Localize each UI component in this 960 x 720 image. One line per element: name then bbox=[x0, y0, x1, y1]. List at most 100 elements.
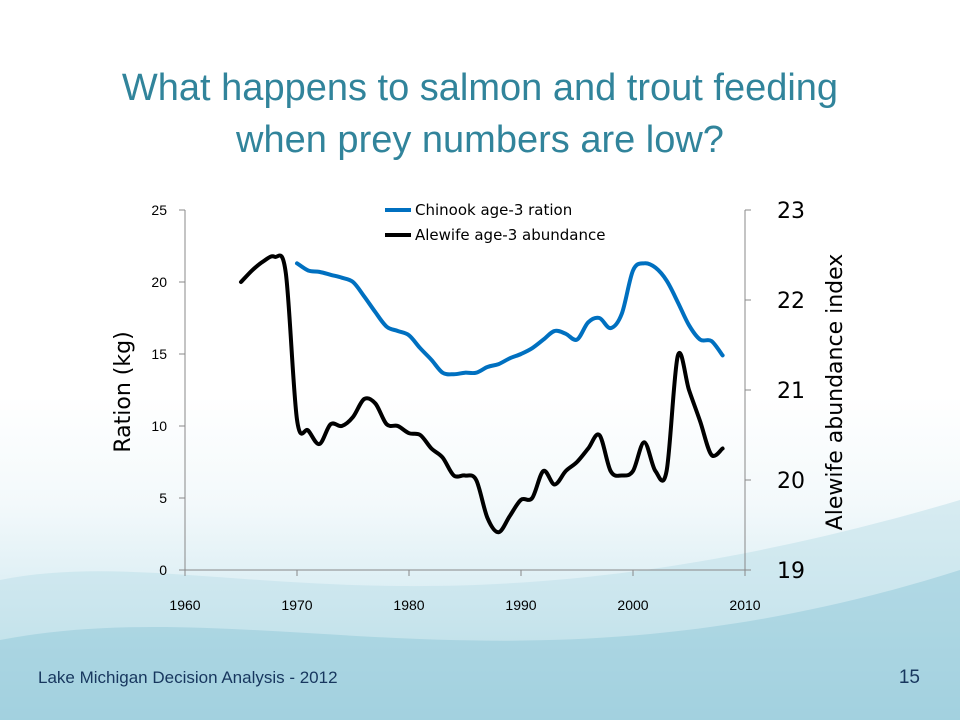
chinook-ration-line-point bbox=[710, 340, 713, 342]
chinook-ration-line-point bbox=[464, 372, 466, 374]
alewife-abundance-line-point bbox=[688, 389, 690, 391]
alewife-abundance-line-point bbox=[643, 441, 645, 443]
alewife-abundance-line-point bbox=[430, 447, 432, 450]
chinook-ration-line-point bbox=[643, 262, 645, 264]
chinook-ration-line-point bbox=[632, 269, 634, 272]
chinook-ration-line-point bbox=[598, 317, 601, 319]
right-y-tick-label: 20 bbox=[777, 469, 805, 494]
chinook-ration-line-point bbox=[408, 334, 410, 336]
x-ticks: 1960 1970 1980 1990 2000 2010 bbox=[169, 570, 761, 613]
chinook-ration-line-point bbox=[430, 359, 432, 361]
slide-title-line-2: when prey numbers are low? bbox=[236, 119, 724, 161]
alewife-abundance-line-point bbox=[654, 470, 657, 472]
chinook-ration-line-point bbox=[565, 333, 567, 335]
alewife-abundance-line-point bbox=[621, 474, 623, 477]
x-tick-label: 1970 bbox=[281, 597, 312, 613]
chinook-ration-line-point bbox=[621, 313, 623, 315]
chinook-ration-line-point bbox=[554, 330, 556, 332]
chinook-ration-line-point bbox=[610, 327, 612, 329]
alewife-abundance-line bbox=[239, 253, 725, 535]
right-y-tick-label: 23 bbox=[777, 199, 805, 224]
alewife-abundance-line-point bbox=[486, 517, 488, 519]
chinook-ration-line-point bbox=[688, 324, 690, 326]
legend-label-alewife: Alewife age-3 abundance bbox=[415, 226, 605, 244]
chinook-ration-line-point bbox=[296, 262, 298, 264]
left-y-tick-label: 10 bbox=[151, 418, 167, 434]
chinook-ration-line-point bbox=[475, 372, 477, 374]
alewife-abundance-line-point bbox=[296, 419, 298, 421]
alewife-abundance-line-point bbox=[666, 470, 668, 472]
legend-label-chinook: Chinook age-3 ration bbox=[415, 201, 572, 219]
alewife-abundance-line-point bbox=[285, 272, 287, 274]
alewife-abundance-line-point bbox=[710, 454, 713, 456]
x-tick-label: 2010 bbox=[729, 597, 760, 613]
chinook-ration-line-point bbox=[498, 363, 500, 365]
left-y-tick-label: 25 bbox=[151, 202, 167, 218]
chart-axes bbox=[184, 210, 746, 571]
alewife-abundance-line-point bbox=[632, 470, 634, 472]
chinook-ration-line-point bbox=[699, 339, 701, 341]
chinook-ration-line-point bbox=[509, 357, 511, 359]
alewife-abundance-line-point bbox=[453, 474, 455, 477]
page-number: 15 bbox=[898, 667, 920, 688]
alewife-abundance-line-point bbox=[386, 423, 388, 425]
alewife-abundance-line-point bbox=[587, 447, 589, 450]
chinook-ration-line-point bbox=[419, 347, 421, 349]
left-y-ticks: 0 5 10 15 20 25 bbox=[151, 202, 185, 578]
x-tick-label: 1990 bbox=[505, 597, 536, 613]
chinook-ration-line-point bbox=[542, 339, 545, 341]
chinook-ration-line-point bbox=[576, 339, 578, 341]
alewife-abundance-line-point bbox=[531, 497, 533, 499]
line-chart: 0 5 10 15 20 25 19 20 21 22 23 1960 1970 1980 1990 20… bbox=[111, 199, 848, 613]
alewife-abundance-line-point bbox=[408, 432, 410, 434]
alewife-abundance-line-point bbox=[598, 434, 601, 436]
chinook-ration-line-point bbox=[341, 277, 343, 279]
alewife-abundance-line-point bbox=[341, 425, 343, 427]
chinook-ration-line-point bbox=[352, 281, 354, 283]
chinook-ration-line bbox=[295, 261, 725, 377]
alewife-abundance-line-point bbox=[509, 515, 511, 517]
chinook-ration-line-point bbox=[587, 321, 589, 323]
series-layer bbox=[239, 253, 725, 535]
footer-text: Lake Michigan Decision Analysis - 2012 bbox=[38, 668, 338, 687]
chinook-ration-line-point bbox=[453, 373, 455, 375]
alewife-abundance-line-point bbox=[374, 402, 376, 405]
left-y-tick-label: 15 bbox=[151, 346, 167, 362]
chinook-ration-line-point bbox=[386, 326, 388, 328]
alewife-abundance-line-point bbox=[464, 474, 466, 477]
alewife-abundance-line-point bbox=[498, 531, 500, 533]
chinook-ration-line-point bbox=[374, 311, 376, 313]
chinook-ration-line-point bbox=[722, 354, 724, 356]
alewife-abundance-line-point bbox=[565, 470, 567, 472]
right-y-tick-label: 21 bbox=[777, 379, 805, 404]
chinook-ration-line-point bbox=[318, 271, 320, 273]
alewife-abundance-line-point bbox=[318, 443, 320, 445]
alewife-abundance-line-point bbox=[352, 416, 354, 418]
right-y-ticks: 19 20 21 22 23 bbox=[745, 199, 805, 584]
slide-title: What happens to salmon and trout feeding… bbox=[40, 62, 920, 166]
chinook-ration-line-point bbox=[531, 347, 533, 349]
background-wave-decoration bbox=[0, 500, 960, 720]
chinook-ration-line-point bbox=[330, 274, 332, 276]
chinook-ration-line-point bbox=[442, 372, 444, 374]
alewife-abundance-line-point bbox=[419, 434, 421, 436]
alewife-abundance-line-point bbox=[240, 281, 242, 283]
chinook-ration-line-point bbox=[363, 295, 365, 297]
alewife-abundance-line-point bbox=[699, 420, 701, 423]
alewife-abundance-line-point bbox=[330, 423, 332, 425]
left-y-tick-label: 5 bbox=[159, 490, 167, 506]
x-tick-label: 2000 bbox=[617, 597, 648, 613]
chinook-ration-line-point bbox=[666, 280, 668, 282]
alewife-abundance-line-point bbox=[677, 355, 679, 357]
alewife-abundance-line-point bbox=[722, 447, 724, 450]
alewife-abundance-line-point bbox=[554, 483, 556, 486]
right-y-tick-label: 22 bbox=[777, 289, 805, 314]
chinook-ration-line-point bbox=[677, 301, 679, 303]
x-tick-label: 1960 bbox=[169, 597, 200, 613]
alewife-abundance-line-point bbox=[274, 256, 276, 258]
chinook-ration-line-point bbox=[397, 330, 399, 332]
left-y-tick-label: 0 bbox=[159, 562, 167, 578]
slide-title-line-1: What happens to salmon and trout feeding bbox=[121, 67, 839, 109]
left-y-axis-title: Ration (kg) bbox=[111, 331, 136, 452]
alewife-abundance-line-point bbox=[520, 499, 522, 501]
